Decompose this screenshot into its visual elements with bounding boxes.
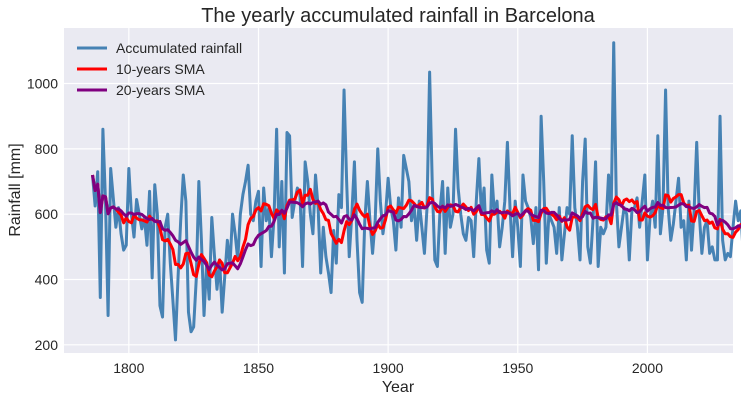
sma-20-line [91,174,741,272]
legend-label: Accumulated rainfall [116,40,242,56]
x-tick-label: 2000 [632,360,663,376]
legend: Accumulated rainfall 10-years SMA 20-years… [77,40,242,98]
y-axis-label: Rainfall [mm] [7,143,24,236]
y-gridlines [64,82,733,346]
chart-title: The yearly accumulated rainfall in Barce… [201,5,595,27]
legend-label: 10-years SMA [116,61,205,77]
x-tick-labels: 1800 1850 1900 1950 2000 [113,360,663,376]
x-axis-label: Year [382,379,415,396]
x-tick-label: 1850 [243,360,274,376]
y-tick-label: 800 [35,141,59,157]
x-tick-label: 1900 [373,360,404,376]
y-tick-labels: 200 400 600 800 1000 [27,76,58,353]
y-tick-label: 400 [35,272,59,288]
y-tick-label: 600 [35,206,59,222]
y-tick-label: 1000 [27,76,58,92]
series-lines [91,41,741,342]
y-tick-label: 200 [35,337,59,353]
x-tick-label: 1800 [113,360,144,376]
legend-label: 20-years SMA [116,82,205,98]
plot-area [64,28,733,353]
x-tick-label: 1950 [502,360,533,376]
